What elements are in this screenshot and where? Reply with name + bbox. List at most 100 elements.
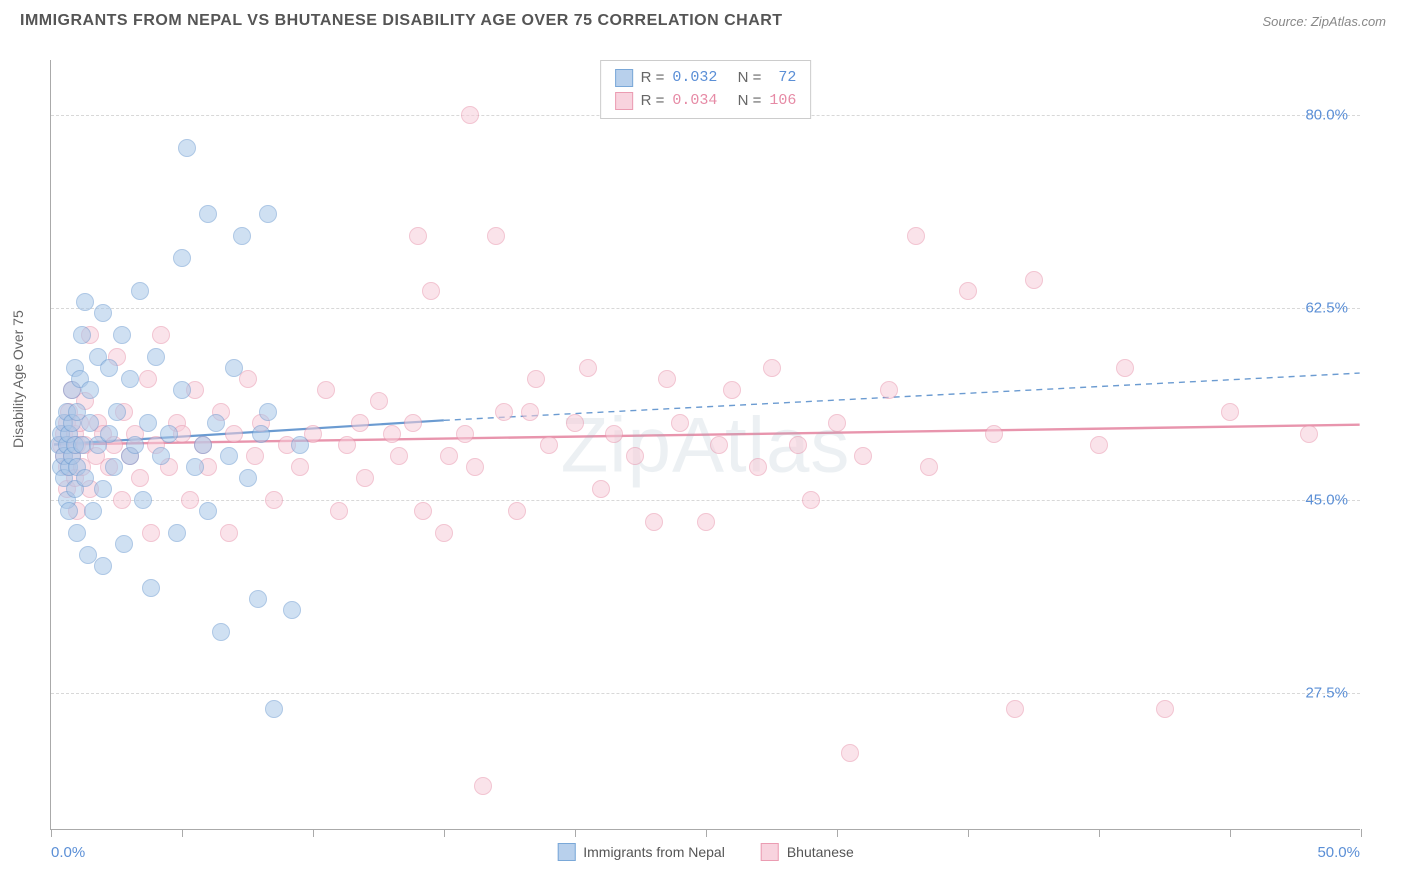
data-point-pink [390,447,408,465]
data-point-blue [105,458,123,476]
r-value-pink: 0.034 [672,90,717,113]
x-tick [1361,829,1362,837]
legend-row-blue: R = 0.032 N = 72 [615,67,797,90]
data-point-blue [173,249,191,267]
data-point-pink [749,458,767,476]
data-point-pink [985,425,1003,443]
chart-title: IMMIGRANTS FROM NEPAL VS BHUTANESE DISAB… [20,12,783,30]
data-point-pink [466,458,484,476]
data-point-blue [115,535,133,553]
r-value-blue: 0.032 [672,67,717,90]
data-point-blue [94,304,112,322]
data-point-blue [142,579,160,597]
data-point-pink [330,502,348,520]
data-point-pink [351,414,369,432]
y-gridline [51,500,1360,501]
r-label: R = [641,90,665,113]
data-point-blue [147,348,165,366]
data-point-blue [239,469,257,487]
data-point-pink [1006,700,1024,718]
x-axis-min-label: 0.0% [51,844,85,861]
data-point-pink [763,359,781,377]
data-point-pink [802,491,820,509]
data-point-blue [152,447,170,465]
n-value-blue: 72 [769,67,796,90]
data-point-pink [461,106,479,124]
swatch-pink-icon [761,843,779,861]
x-tick [51,829,52,837]
y-tick-label: 45.0% [1305,492,1348,509]
data-point-pink [422,282,440,300]
data-point-pink [645,513,663,531]
data-point-pink [487,227,505,245]
data-point-pink [880,381,898,399]
header: IMMIGRANTS FROM NEPAL VS BHUTANESE DISAB… [0,0,1406,38]
data-point-pink [142,524,160,542]
data-point-pink [1300,425,1318,443]
data-point-blue [73,326,91,344]
data-point-pink [1090,436,1108,454]
data-point-pink [370,392,388,410]
data-point-pink [414,502,432,520]
data-point-pink [225,425,243,443]
data-point-blue [108,403,126,421]
data-point-pink [521,403,539,421]
data-point-blue [249,590,267,608]
data-point-blue [199,205,217,223]
data-point-pink [592,480,610,498]
legend-item-blue: Immigrants from Nepal [557,843,725,861]
data-point-blue [212,623,230,641]
data-point-blue [139,414,157,432]
data-point-pink [435,524,453,542]
data-point-blue [220,447,238,465]
data-point-blue [178,139,196,157]
data-point-blue [134,491,152,509]
data-point-blue [252,425,270,443]
data-point-pink [566,414,584,432]
y-gridline [51,693,1360,694]
data-point-blue [259,205,277,223]
data-point-pink [697,513,715,531]
data-point-pink [265,491,283,509]
x-tick [968,829,969,837]
data-point-pink [626,447,644,465]
r-label: R = [641,67,665,90]
chart-plot-area: R = 0.032 N = 72 R = 0.034 N = 106 ZipAt… [50,60,1360,830]
data-point-blue [81,414,99,432]
data-point-pink [113,491,131,509]
x-axis-max-label: 50.0% [1317,844,1360,861]
data-point-pink [527,370,545,388]
data-point-blue [76,293,94,311]
source-label: Source: ZipAtlas.com [1262,14,1386,29]
data-point-blue [225,359,243,377]
n-value-pink: 106 [769,90,796,113]
data-point-pink [579,359,597,377]
n-label: N = [738,67,762,90]
data-point-pink [723,381,741,399]
data-point-blue [76,469,94,487]
data-point-blue [131,282,149,300]
data-point-pink [710,436,728,454]
data-point-blue [100,425,118,443]
data-point-pink [540,436,558,454]
data-point-pink [404,414,422,432]
swatch-pink-icon [615,92,633,110]
data-point-pink [495,403,513,421]
watermark: ZipAtlas [561,399,851,490]
data-point-pink [920,458,938,476]
data-point-pink [291,458,309,476]
data-point-pink [1116,359,1134,377]
data-point-pink [131,469,149,487]
data-point-pink [181,491,199,509]
data-point-blue [199,502,217,520]
y-tick-label: 27.5% [1305,684,1348,701]
data-point-blue [283,601,301,619]
data-point-pink [456,425,474,443]
legend-label-pink: Bhutanese [787,844,854,860]
swatch-blue-icon [615,69,633,87]
data-point-blue [126,436,144,454]
data-point-pink [409,227,427,245]
data-point-blue [79,546,97,564]
data-point-blue [186,458,204,476]
legend-bottom: Immigrants from Nepal Bhutanese [557,843,854,861]
